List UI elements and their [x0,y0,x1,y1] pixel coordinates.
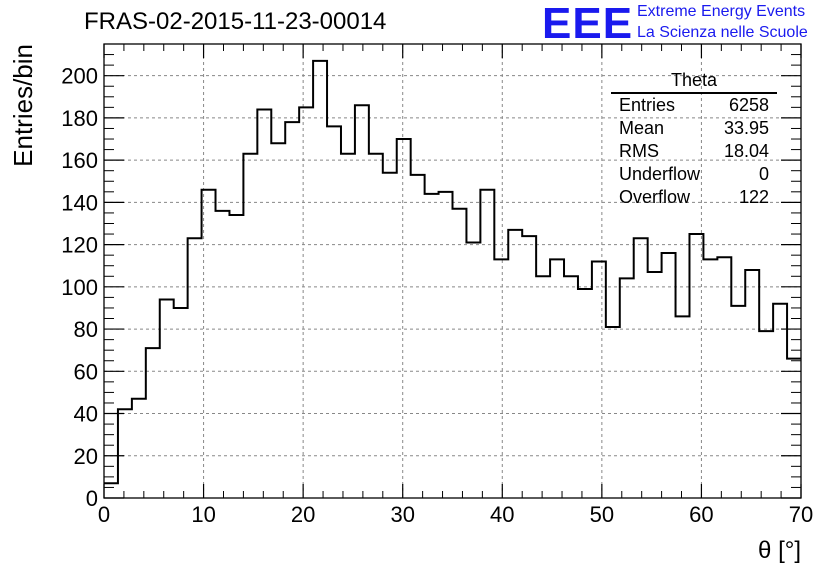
histogram-bin [745,270,759,498]
histogram-bin [662,253,676,498]
run-title: FRAS-02-2015-11-23-00014 [84,8,387,35]
histogram-bin [648,272,662,498]
histogram-bin [453,209,467,498]
histogram-bin [439,192,453,498]
histogram-bin [174,308,188,498]
x-tick-label: 70 [789,502,813,527]
stats-value: 0 [758,164,769,184]
histogram-bin [717,257,731,498]
stats-value: 6258 [728,95,769,115]
histogram-bin [188,238,202,498]
x-tick-label: 20 [291,502,315,527]
stats-row-mean: Mean 33.95 [609,117,777,140]
x-tick-labels: 0 10 20 30 40 50 60 70 [98,502,813,527]
y-tick-label: 40 [74,402,98,427]
histogram-bin [313,61,327,498]
histogram-bin [689,234,703,498]
histogram-bin [494,259,508,498]
x-tick-label: 40 [490,502,514,527]
x-tick-label: 60 [689,502,713,527]
stats-row-entries: Entries 6258 [609,94,777,117]
stats-title: Theta [611,70,777,94]
y-tick-label: 120 [61,233,98,258]
histogram-bin [550,259,564,498]
histogram-bin [216,211,230,498]
x-tick-label: 0 [98,502,110,527]
histogram-bin [466,242,480,498]
histogram-bin [271,143,285,498]
histogram-bin [132,399,146,498]
histogram-bin [425,194,439,498]
stats-label: Entries [619,95,676,115]
stats-row-underflow: Underflow 0 [609,163,777,186]
histogram-bin [731,306,745,498]
y-tick-label: 20 [74,444,98,469]
x-axis-label: θ [°] [758,537,801,564]
histogram-bin [578,289,592,498]
histogram-bin [257,109,271,498]
logo-tagline-1: Extreme Energy Events [637,3,806,20]
stats-value: 33.95 [723,118,769,138]
x-tick-label: 30 [390,502,414,527]
histogram-bin [522,236,536,498]
histogram-bin [397,139,411,498]
y-tick-label: 180 [61,106,98,131]
y-tick-label: 100 [61,275,98,300]
plot-frame [103,43,802,499]
histogram-bin [787,359,801,498]
stats-box: Theta Entries 6258 Mean 33.95 RMS 18.04 … [609,70,777,209]
y-axis-label: Entries/bin [8,44,38,167]
stats-row-overflow: Overflow 122 [609,186,777,209]
logo-tagline-2: La Scienza nelle Scuole [637,24,808,41]
histogram-bin [243,154,257,498]
stats-label: Underflow [619,164,701,184]
histogram-bin [285,122,299,498]
y-tick-labels: 0 20 40 60 80 100 120 140 160 180 200 [61,64,98,511]
histogram-bin [202,190,216,498]
y-tick-label: 80 [74,317,98,342]
stats-label: Overflow [619,187,691,207]
histogram-bin [676,316,690,498]
histogram-bin [369,154,383,498]
stats-value: 122 [738,187,769,207]
stats-row-rms: RMS 18.04 [609,140,777,163]
histogram-bin [411,175,425,498]
histogram-bin [104,483,118,498]
y-tick-label: 200 [61,64,98,89]
histogram-bin [634,238,648,498]
stats-label: Mean [619,118,665,138]
histogram-bin [620,278,634,498]
grid-lines [104,44,801,498]
histogram-bin [508,230,522,498]
histogram-bin [299,107,313,498]
histogram-bin [564,276,578,498]
histogram-bin [480,190,494,498]
y-tick-label: 60 [74,359,98,384]
x-tick-label: 50 [590,502,614,527]
histogram-bin [759,331,773,498]
histogram-bin [606,327,620,498]
histogram-bin [383,173,397,498]
stats-label: RMS [619,141,659,161]
y-tick-label: 160 [61,148,98,173]
histogram-bin [592,261,606,498]
stats-value: 18.04 [723,141,769,161]
y-tick-label: 140 [61,190,98,215]
histogram-bin [773,304,787,498]
eee-logo: EEE [542,0,634,48]
histogram-bin [229,215,243,498]
histogram-bin [355,105,369,498]
x-tick-label: 10 [191,502,215,527]
histogram-bin [118,409,132,498]
histogram-bin [536,276,550,498]
axis-ticks [103,43,802,499]
histogram-bin [703,259,717,498]
histogram-bin [341,154,355,498]
y-tick-label: 0 [86,486,98,511]
histogram-bin [146,348,160,498]
histogram-bin [160,300,174,498]
histogram-bin [327,126,341,498]
histogram-line [104,59,801,485]
